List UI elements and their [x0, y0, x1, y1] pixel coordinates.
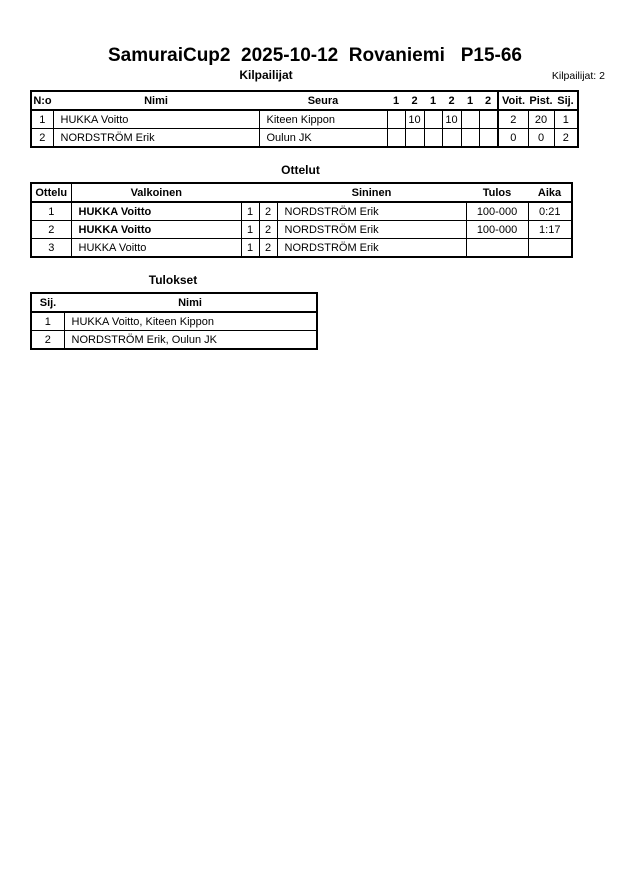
competitors-section-label: Kilpailijat: [239, 68, 293, 82]
matches-section-label: Ottelut: [281, 163, 320, 177]
column-header-nimi: Nimi: [64, 293, 317, 313]
column-header-round: 2: [442, 91, 461, 111]
column-header-valkoinen: Valkoinen: [71, 183, 241, 203]
table-row: 2 NORDSTRÖM Erik, Oulun JK: [30, 330, 318, 350]
competitors-section-header: Kilpailijat Kilpailijat: 2: [0, 68, 630, 84]
table-row: 1 HUKKA Voitto 1 2 NORDSTRÖM Erik 100-00…: [30, 201, 573, 221]
match-time: 0:21: [527, 201, 573, 221]
competitors-table: N:o Nimi Seura 1 2 1 2 1 2 Voit. Pist. S…: [30, 90, 579, 148]
match-time: 1:17: [527, 220, 573, 239]
white-player-no: 1: [240, 238, 260, 258]
competitor-club: Oulun JK: [258, 128, 388, 148]
column-header-seura: Seura: [259, 91, 387, 111]
results-header-row: Sij. Nimi: [31, 293, 317, 313]
blue-player: NORDSTRÖM Erik: [276, 220, 467, 239]
score-cell: [478, 128, 499, 148]
match-time: [527, 238, 573, 258]
competitor-number: 1: [30, 109, 54, 129]
competitor-club: Kiteen Kippon: [258, 109, 388, 129]
competitor-name: HUKKA Voitto: [52, 109, 260, 129]
column-header-round: 1: [387, 91, 405, 111]
column-header-pist: Pist.: [528, 91, 554, 111]
competitors-count: Kilpailijat: 2: [551, 70, 605, 82]
white-player: HUKKA Voitto: [70, 220, 242, 239]
wins-cell: 0: [497, 128, 529, 148]
score-cell: 10: [404, 109, 425, 129]
match-result: 100-000: [465, 220, 529, 239]
white-player-no: 1: [240, 201, 260, 221]
competitors-header-row: N:o Nimi Seura 1 2 1 2 1 2 Voit. Pist. S…: [31, 91, 578, 111]
matches-header-row: Ottelu Valkoinen Sininen Tulos Aika: [31, 183, 572, 203]
column-header-blank: [241, 183, 259, 203]
score-cell: [441, 128, 462, 148]
table-row: 2 NORDSTRÖM Erik Oulun JK 0 0 2: [30, 128, 579, 148]
wins-cell: 2: [497, 109, 529, 129]
score-cell: [386, 128, 406, 148]
points-cell: 20: [527, 109, 555, 129]
column-header-sininen: Sininen: [277, 183, 466, 203]
result-name: HUKKA Voitto, Kiteen Kippon: [63, 311, 318, 331]
column-header-sij: Sij.: [31, 293, 64, 313]
column-header-sij: Sij.: [554, 91, 578, 111]
result-place: 1: [30, 311, 65, 331]
table-row: 1 HUKKA Voitto, Kiteen Kippon: [30, 311, 318, 331]
points-cell: 0: [527, 128, 555, 148]
column-header-round: 1: [424, 91, 442, 111]
column-header-tulos: Tulos: [466, 183, 528, 203]
column-header-round: 1: [461, 91, 479, 111]
result-name: NORDSTRÖM Erik, Oulun JK: [63, 330, 318, 350]
results-section-label: Tulokset: [148, 273, 198, 287]
white-player: HUKKA Voitto: [70, 238, 242, 258]
column-header-ottelu: Ottelu: [31, 183, 72, 203]
score-cell: [423, 128, 443, 148]
match-result: 100-000: [465, 201, 529, 221]
column-header-voit: Voit.: [497, 91, 528, 111]
match-number: 3: [30, 238, 72, 258]
matches-table: Ottelu Valkoinen Sininen Tulos Aika 1 HU…: [30, 182, 573, 258]
table-row: 3 HUKKA Voitto 1 2 NORDSTRÖM Erik: [30, 238, 573, 258]
blue-player-no: 2: [258, 220, 278, 239]
match-number: 2: [30, 220, 72, 239]
score-cell: [478, 109, 499, 129]
match-result: [465, 238, 529, 258]
column-header-round: 2: [479, 91, 498, 111]
competitor-number: 2: [30, 128, 54, 148]
score-cell: [386, 109, 406, 129]
blue-player-no: 2: [258, 201, 278, 221]
column-header-aika: Aika: [528, 183, 572, 203]
page-title: SamuraiCup2 2025-10-12 Rovaniemi P15-66: [108, 45, 522, 66]
score-cell: [423, 109, 443, 129]
result-place: 2: [30, 330, 65, 350]
blue-player: NORDSTRÖM Erik: [276, 201, 467, 221]
place-cell: 1: [553, 109, 579, 129]
score-cell: [404, 128, 425, 148]
score-cell: [460, 128, 480, 148]
blue-player-no: 2: [258, 238, 278, 258]
table-row: 2 HUKKA Voitto 1 2 NORDSTRÖM Erik 100-00…: [30, 220, 573, 239]
score-cell: [460, 109, 480, 129]
column-header-blank: [259, 183, 277, 203]
white-player-no: 1: [240, 220, 260, 239]
score-cell: 10: [441, 109, 462, 129]
column-header-nimi: Nimi: [53, 91, 259, 111]
column-header-round: 2: [405, 91, 424, 111]
place-cell: 2: [553, 128, 579, 148]
column-header-no: N:o: [31, 91, 53, 111]
results-table: Sij. Nimi 1 HUKKA Voitto, Kiteen Kippon …: [30, 292, 318, 350]
match-number: 1: [30, 201, 72, 221]
blue-player: NORDSTRÖM Erik: [276, 238, 467, 258]
table-row: 1 HUKKA Voitto Kiteen Kippon 10 10 2 20 …: [30, 109, 579, 129]
white-player: HUKKA Voitto: [70, 201, 242, 221]
competitor-name: NORDSTRÖM Erik: [52, 128, 260, 148]
